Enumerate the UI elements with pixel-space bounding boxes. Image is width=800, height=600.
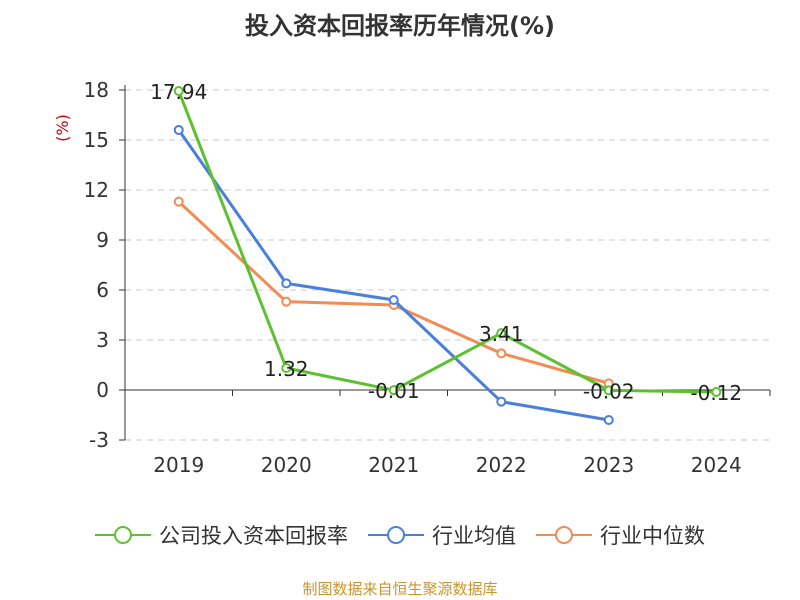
legend-item-industry-mean[interactable]: 行业均值 xyxy=(368,520,516,550)
data-point xyxy=(388,295,399,305)
data-label: 3.41 xyxy=(479,322,524,346)
legend-label-industry-mean: 行业均值 xyxy=(432,524,516,548)
y-tick-label: 15 xyxy=(84,128,109,152)
data-point xyxy=(496,396,507,407)
series-line-1 xyxy=(177,129,610,422)
y-tick-label: -3 xyxy=(89,428,109,452)
x-tick-label: 2022 xyxy=(476,453,527,477)
data-point xyxy=(388,385,399,396)
source-note: 制图数据来自恒生聚源数据库 xyxy=(302,580,498,598)
y-tick-label: 12 xyxy=(84,178,109,202)
data-point xyxy=(281,363,292,373)
legend: 公司投入资本回报率 行业均值 行业中位数 xyxy=(0,520,800,550)
data-point xyxy=(603,415,614,425)
x-tick-label: 2021 xyxy=(368,453,419,477)
data-point xyxy=(496,348,507,359)
y-tick-label: 3 xyxy=(96,328,109,352)
x-tick-label: 2020 xyxy=(261,453,312,477)
legend-swatch-industry-mean xyxy=(368,526,424,544)
data-label: 17.94 xyxy=(150,80,207,104)
legend-label-industry-median: 行业中位数 xyxy=(600,524,705,548)
data-point xyxy=(281,278,292,289)
series-line-0 xyxy=(177,90,717,394)
data-label: 1.32 xyxy=(264,357,309,381)
legend-label-company: 公司投入资本回报率 xyxy=(159,524,348,548)
data-point xyxy=(496,328,507,339)
legend-item-company[interactable]: 公司投入资本回报率 xyxy=(95,520,348,550)
x-tick-label: 2024 xyxy=(691,453,742,477)
data-point xyxy=(173,125,184,135)
data-point xyxy=(281,296,292,307)
data-point xyxy=(173,86,184,96)
legend-item-industry-median[interactable]: 行业中位数 xyxy=(536,520,705,550)
x-tick-label: 2019 xyxy=(153,453,204,477)
legend-swatch-company xyxy=(95,526,151,544)
data-point xyxy=(173,196,184,207)
legend-swatch-industry-median xyxy=(536,526,592,544)
x-tick-label: 2023 xyxy=(583,453,634,477)
y-axis-label: (%) xyxy=(53,114,72,142)
y-tick-label: 18 xyxy=(84,78,109,102)
data-point xyxy=(711,387,722,397)
y-tick-label: 6 xyxy=(96,278,109,302)
y-tick-label: 9 xyxy=(96,228,109,252)
y-tick-label: 0 xyxy=(96,378,109,402)
data-label: -0.12 xyxy=(690,381,742,405)
data-label: -0.02 xyxy=(583,379,635,403)
data-point xyxy=(603,385,614,396)
data-label: -0.01 xyxy=(368,379,420,403)
chart-title: 投入资本回报率历年情况(%) xyxy=(245,12,555,40)
